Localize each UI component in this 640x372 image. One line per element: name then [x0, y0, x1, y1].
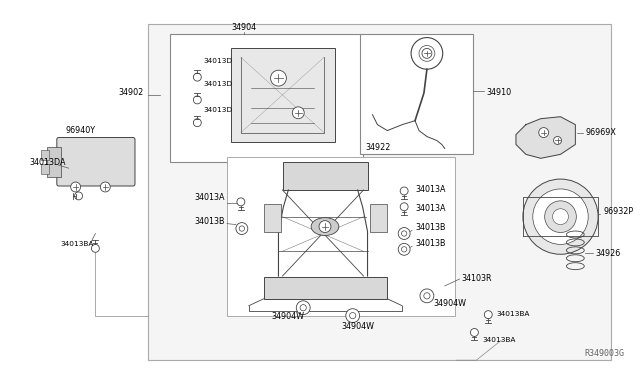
Circle shape: [100, 182, 110, 192]
Circle shape: [422, 48, 432, 58]
Text: 34904W: 34904W: [272, 312, 305, 321]
Text: 34013B: 34013B: [195, 217, 225, 225]
Text: 34013DA: 34013DA: [29, 158, 65, 167]
Text: 34922: 34922: [365, 143, 391, 153]
Text: 34103R: 34103R: [461, 274, 492, 283]
Circle shape: [470, 328, 478, 336]
Bar: [231, 48, 335, 142]
Circle shape: [420, 289, 434, 303]
Circle shape: [193, 73, 202, 81]
Circle shape: [398, 228, 410, 240]
Polygon shape: [516, 117, 575, 158]
Text: 34013D: 34013D: [204, 107, 232, 113]
Bar: [47, 147, 61, 177]
Circle shape: [237, 198, 245, 206]
Bar: [284, 162, 367, 190]
Bar: [227, 157, 454, 315]
Circle shape: [75, 192, 83, 200]
Circle shape: [545, 201, 577, 232]
Text: 34910: 34910: [486, 88, 511, 97]
Text: R349003G: R349003G: [585, 349, 625, 358]
Circle shape: [239, 226, 244, 231]
Text: 34904W: 34904W: [434, 299, 467, 308]
Bar: [148, 24, 611, 360]
Bar: [41, 164, 49, 174]
Circle shape: [271, 70, 286, 86]
Circle shape: [532, 189, 588, 244]
Circle shape: [296, 301, 310, 315]
Circle shape: [398, 243, 410, 255]
Circle shape: [92, 244, 99, 252]
Circle shape: [400, 187, 408, 195]
Text: 34904W: 34904W: [341, 321, 374, 330]
Text: 96969X: 96969X: [585, 128, 616, 137]
Circle shape: [400, 203, 408, 211]
Circle shape: [484, 311, 492, 318]
FancyBboxPatch shape: [57, 138, 135, 186]
Text: 34926: 34926: [595, 249, 620, 258]
Circle shape: [319, 221, 331, 232]
Text: 34902: 34902: [118, 88, 143, 97]
Circle shape: [70, 182, 81, 192]
Circle shape: [554, 137, 561, 144]
Text: 34013BA: 34013BA: [483, 337, 516, 343]
Circle shape: [292, 107, 304, 119]
Text: 34013B: 34013B: [415, 239, 445, 248]
Circle shape: [401, 247, 407, 252]
Text: 96932P: 96932P: [603, 207, 633, 216]
Circle shape: [193, 119, 202, 126]
Text: 34013D: 34013D: [204, 58, 232, 64]
Text: 34904: 34904: [231, 23, 257, 32]
Bar: [170, 33, 363, 162]
Circle shape: [424, 293, 430, 299]
Circle shape: [523, 179, 598, 254]
Bar: [360, 33, 474, 154]
Bar: [264, 277, 387, 299]
Circle shape: [411, 38, 443, 69]
Text: 34013A: 34013A: [195, 193, 225, 202]
Circle shape: [193, 96, 202, 104]
Bar: [264, 204, 282, 231]
Circle shape: [539, 128, 548, 138]
Circle shape: [300, 305, 307, 311]
Ellipse shape: [311, 218, 339, 235]
Text: 96940Y: 96940Y: [65, 126, 95, 135]
Circle shape: [552, 209, 568, 225]
Text: 34013A: 34013A: [415, 204, 445, 213]
Bar: [41, 150, 49, 160]
Text: 34013BA: 34013BA: [61, 241, 94, 247]
Text: 34013D: 34013D: [204, 81, 232, 87]
Text: 34013B: 34013B: [415, 222, 445, 231]
Text: 34013A: 34013A: [415, 185, 445, 194]
Circle shape: [349, 312, 356, 319]
Text: 34013BA: 34013BA: [496, 311, 529, 317]
Circle shape: [236, 222, 248, 234]
Bar: [369, 204, 387, 231]
Circle shape: [346, 309, 360, 323]
Circle shape: [401, 231, 407, 236]
